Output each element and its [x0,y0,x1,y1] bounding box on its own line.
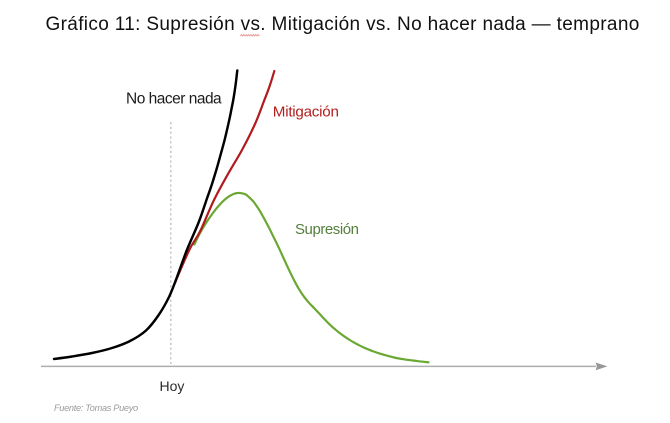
svg-text:Hoy: Hoy [160,378,185,394]
svg-text:Supresión: Supresión [295,221,359,238]
svg-text:Gráfico 11: Supresión vs. Miti: Gráfico 11: Supresión vs. Mitigación vs.… [46,14,640,35]
svg-text:No hacer nada: No hacer nada [126,91,222,108]
svg-text:Mitigación: Mitigación [273,103,339,120]
svg-text:Fuente: Tomas Pueyo: Fuente: Tomas Pueyo [54,403,138,413]
